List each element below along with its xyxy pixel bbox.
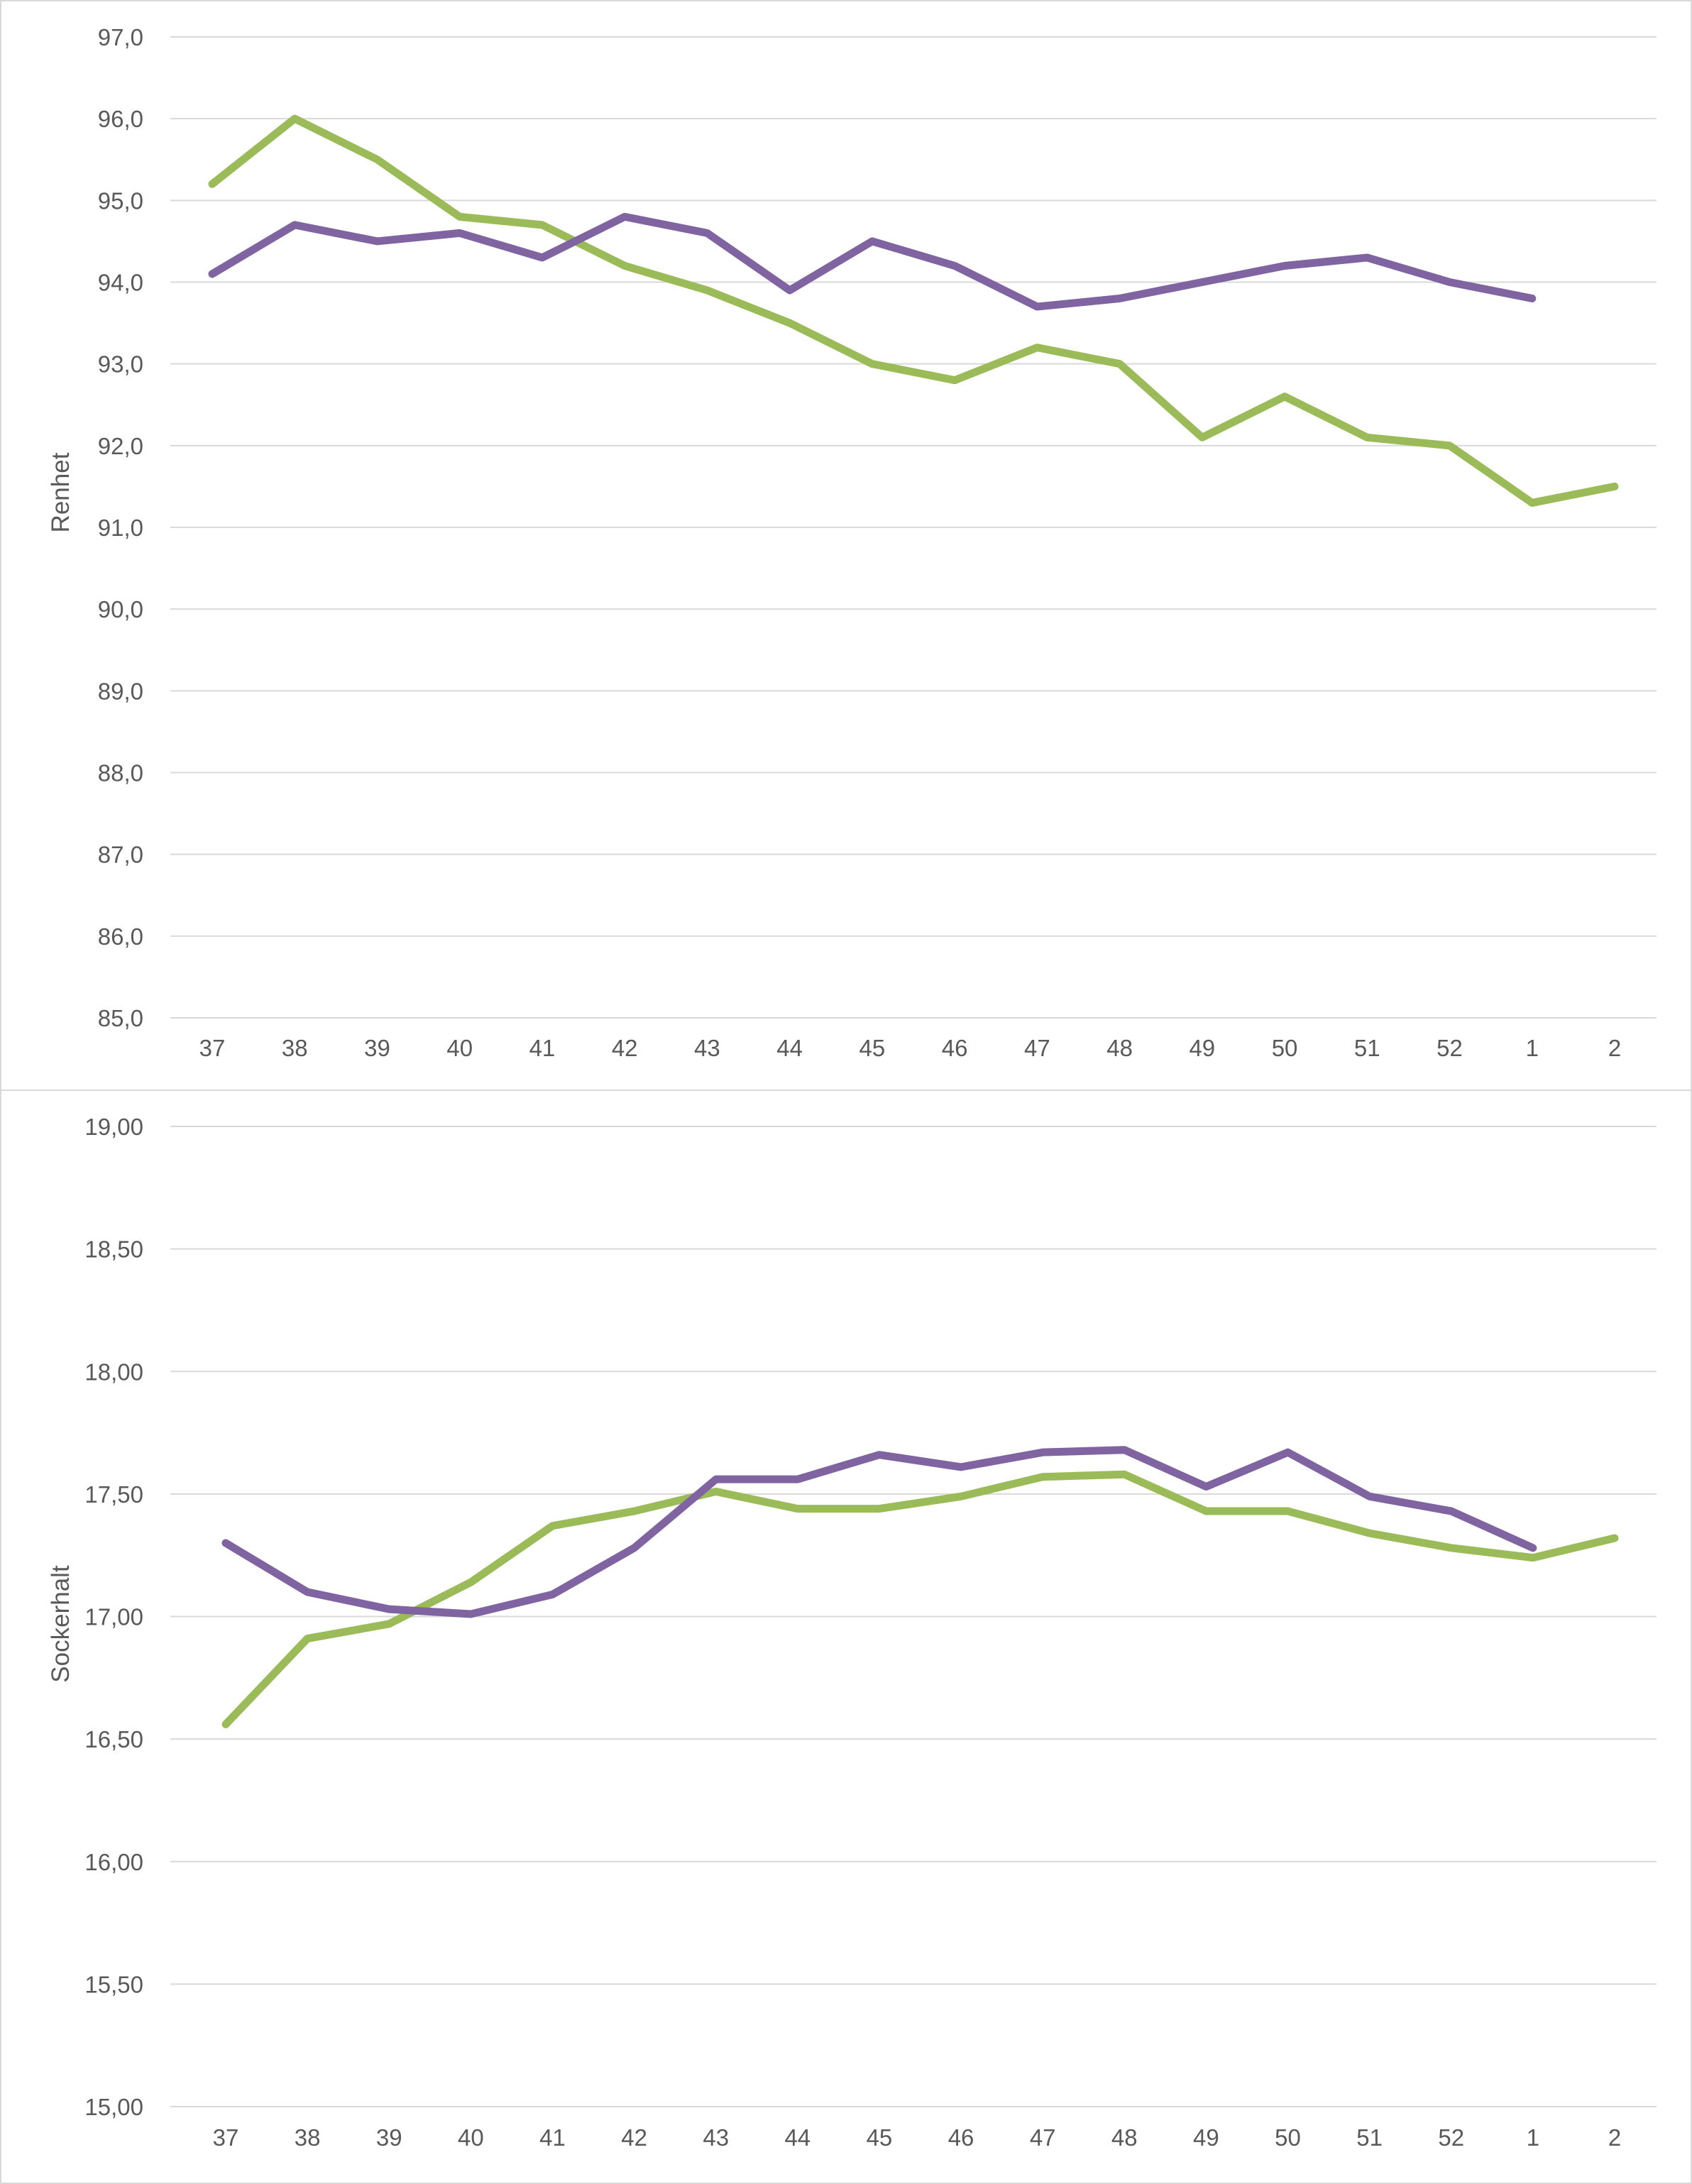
y-tick-label: 86,0 xyxy=(98,923,143,950)
x-tick-label: 2 xyxy=(1608,1035,1621,1061)
y-tick-label: 18,00 xyxy=(84,1359,143,1385)
y-tick-label: 89,0 xyxy=(98,678,143,704)
x-tick-label: 50 xyxy=(1272,1035,1298,1061)
sockerhalt-chart: 15,00 15,50 16,00 16,50 17,00 17,50 18,00 18,50… xyxy=(47,1114,1657,2151)
x-tick-label: 43 xyxy=(694,1035,720,1061)
y-tick-label: 91,0 xyxy=(98,515,143,541)
x-tick-label: 38 xyxy=(282,1035,308,1061)
x-tick-label: 2 xyxy=(1608,2124,1621,2151)
x-tick-label: 46 xyxy=(948,2124,974,2151)
renhet-chart: 85,0 86,0 87,0 88,0 89,0 90,0 91,0 92,0 93,0 94,0… xyxy=(47,24,1657,1061)
x-tick-label: 46 xyxy=(942,1035,968,1061)
x-tick-label: 1 xyxy=(1527,2124,1539,2151)
x-tick-label: 39 xyxy=(376,2124,402,2151)
y-tick-label: 15,00 xyxy=(84,2094,143,2120)
x-tick-label: 41 xyxy=(529,1035,556,1061)
x-tick-label: 42 xyxy=(612,1035,638,1061)
y-tick-label: 96,0 xyxy=(98,106,143,132)
x-tick-label: 47 xyxy=(1024,1035,1050,1061)
y-tick-label: 92,0 xyxy=(98,433,143,459)
y-tick-label: 95,0 xyxy=(98,187,143,214)
renhet-chart-panel: 85,0 86,0 87,0 88,0 89,0 90,0 91,0 92,0 93,0 94,0… xyxy=(0,0,1692,1091)
x-tick-label: 37 xyxy=(213,2124,239,2151)
y-tick-label: 97,0 xyxy=(98,24,143,50)
sockerhalt-chart-panel: 15,00 15,50 16,00 16,50 17,00 17,50 18,00 18,50… xyxy=(0,1090,1692,2184)
x-tick-label: 50 xyxy=(1275,2124,1301,2151)
x-tick-label: 1 xyxy=(1526,1035,1539,1061)
y-tick-label: 85,0 xyxy=(98,1005,143,1031)
series-line-purple xyxy=(221,1446,1537,1618)
x-tick-label: 52 xyxy=(1436,1035,1463,1061)
y-tick-label: 94,0 xyxy=(98,270,143,296)
y-tick-label: 15,50 xyxy=(84,1971,143,1997)
y-tick-label: 93,0 xyxy=(98,351,143,378)
x-tick-label: 47 xyxy=(1030,2124,1056,2151)
y-tick-label: 17,50 xyxy=(84,1481,143,1508)
y-tick-label: 18,50 xyxy=(84,1236,143,1263)
y-axis-title: Sockerhalt xyxy=(47,1565,75,1683)
series-line-green xyxy=(208,114,1619,507)
y-tick-label: 16,50 xyxy=(84,1726,143,1752)
x-tick-label: 51 xyxy=(1354,1035,1380,1061)
y-tick-label: 17,00 xyxy=(84,1604,143,1630)
y-tick-label: 88,0 xyxy=(98,760,143,786)
series-line-purple xyxy=(208,212,1537,311)
y-axis-title: Renhet xyxy=(47,452,75,532)
x-tick-label: 40 xyxy=(458,2124,484,2151)
x-tick-label: 42 xyxy=(621,2124,647,2151)
y-tick-label: 90,0 xyxy=(98,596,143,622)
x-tick-label: 45 xyxy=(867,2124,893,2151)
x-tick-label: 38 xyxy=(295,2124,321,2151)
x-tick-label: 40 xyxy=(446,1035,473,1061)
x-tick-label: 37 xyxy=(199,1035,226,1061)
x-tick-label: 43 xyxy=(703,2124,729,2151)
y-tick-label: 16,00 xyxy=(84,1849,143,1875)
x-tick-label: 45 xyxy=(859,1035,886,1061)
x-tick-label: 44 xyxy=(784,2124,811,2151)
x-tick-label: 48 xyxy=(1106,1035,1133,1061)
x-tick-label: 44 xyxy=(776,1035,803,1061)
x-tick-label: 48 xyxy=(1111,2124,1138,2151)
series-line-green xyxy=(221,1470,1619,1728)
x-tick-label: 52 xyxy=(1438,2124,1464,2151)
x-tick-label: 41 xyxy=(539,2124,566,2151)
y-tick-label: 19,00 xyxy=(84,1114,143,1140)
x-tick-label: 49 xyxy=(1189,1035,1215,1061)
x-tick-label: 39 xyxy=(364,1035,390,1061)
y-tick-label: 87,0 xyxy=(98,842,143,868)
x-tick-label: 51 xyxy=(1356,2124,1383,2151)
x-tick-label: 49 xyxy=(1193,2124,1219,2151)
